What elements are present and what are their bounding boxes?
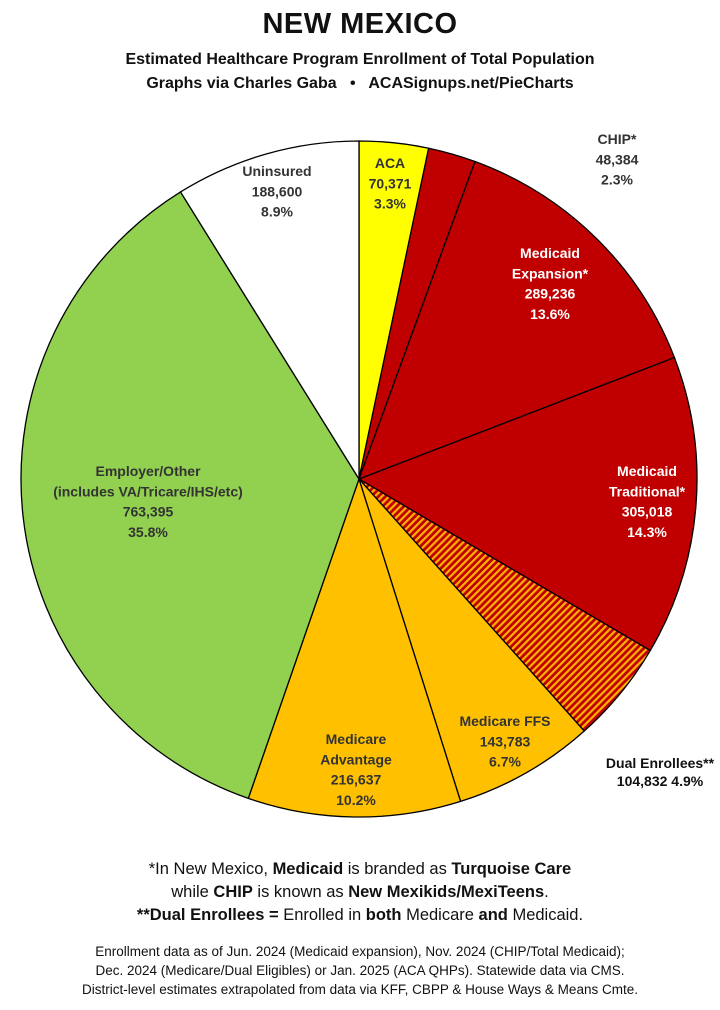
note-bold: both: [365, 906, 402, 924]
note-text: .: [544, 883, 549, 901]
slice-label-line: Uninsured: [242, 163, 311, 179]
note-bold: and: [478, 906, 508, 924]
slice-label-line: Expansion*: [512, 265, 589, 281]
pie-slices: [20, 140, 698, 818]
note-text: while: [171, 883, 214, 901]
slice-label-line: 70,371: [369, 175, 412, 191]
slice-label-line: 13.6%: [530, 306, 570, 322]
slice-label-line: 3.3%: [374, 196, 406, 212]
note-text: Medicaid.: [507, 906, 584, 924]
chart-subtitle: Estimated Healthcare Program Enrollment …: [125, 51, 595, 68]
pie-slice-medicare-advantage: [247, 476, 462, 818]
slice-label-line: Medicaid: [617, 463, 677, 479]
note-bold: Medicaid: [272, 860, 344, 878]
slice-label-line: 8.9%: [261, 204, 293, 220]
credit-url: ACASignups.net/PieCharts: [368, 75, 574, 92]
slice-label-line: Advantage: [320, 751, 392, 767]
slice-label-line: 763,395: [123, 504, 174, 520]
pie-slice-medicaid-traditional: [357, 356, 698, 652]
slice-label-line: 104,832 4.9%: [617, 773, 704, 789]
slice-label-uninsured: Uninsured 188,600 8.9%: [242, 163, 311, 220]
footnote-dual: **Dual Enrollees = Enrolled in both Medi…: [0, 904, 720, 927]
slice-label-aca: ACA 70,371 3.3%: [369, 155, 412, 212]
slice-label-line: 10.2%: [336, 792, 376, 808]
slice-label-line: Medicare: [326, 731, 387, 747]
slice-label-line: 289,236: [525, 286, 576, 302]
footnotes: *In New Mexico, Medicaid is branded as T…: [0, 858, 720, 927]
note-bold: New Mexikids/MexiTeens: [348, 883, 545, 901]
slice-label-line: 143,783: [480, 733, 531, 749]
slice-label-medicare-advantage: Medicare Advantage 216,637 10.2%: [320, 731, 392, 808]
pie-slice-medicare-ffs: [358, 478, 586, 803]
slice-label-medicaid-traditional: Medicaid Traditional* 305,018 14.3%: [609, 463, 686, 540]
slice-label-line: Dual Enrollees**: [606, 755, 715, 771]
footnote-chip: while CHIP is known as New Mexikids/Mexi…: [0, 881, 720, 904]
credit-separator: •: [349, 75, 356, 92]
note-text: is branded as: [343, 860, 452, 878]
slice-label-line: 216,637: [331, 772, 382, 788]
note-text: *In New Mexico,: [148, 860, 273, 878]
source-notes: Enrollment data as of Jun. 2024 (Medicai…: [0, 942, 720, 999]
pie-slice-uninsured: [179, 140, 360, 482]
slice-label-line: Traditional*: [609, 483, 686, 499]
slice-label-line: CHIP*: [598, 131, 637, 147]
footnote-medicaid: *In New Mexico, Medicaid is branded as T…: [0, 858, 720, 881]
slice-label-line: (includes VA/Tricare/IHS/etc): [53, 483, 243, 499]
slice-label-chip: CHIP* 48,384 2.3%: [596, 131, 639, 188]
pie-chart: ACA 70,371 3.3% CHIP* 48,384 2.3% Medicaid Expa…: [20, 131, 715, 818]
note-text: is known as: [252, 883, 349, 901]
slice-label-line: Medicaid: [520, 245, 580, 261]
slice-label-line: 305,018: [622, 504, 673, 520]
slice-label-employer-other-includes-va-tricare-ihs-etc: Employer/Other (includes VA/Tricare/IHS/e…: [53, 463, 243, 540]
source-line: Dec. 2024 (Medicare/Dual Eligibles) or J…: [95, 963, 625, 978]
slice-label-line: ACA: [375, 155, 405, 171]
slice-label-dual-enrollees: Dual Enrollees** 104,832 4.9%: [606, 755, 715, 789]
credit-author: Graphs via Charles Gaba: [146, 75, 337, 92]
slice-label-line: 48,384: [596, 151, 639, 167]
source-line: Enrollment data as of Jun. 2024 (Medicai…: [95, 944, 625, 959]
slice-label-line: 35.8%: [128, 524, 168, 540]
pie-labels: ACA 70,371 3.3% CHIP* 48,384 2.3% Medicaid Expa…: [53, 131, 714, 808]
slice-label-line: Employer/Other: [95, 463, 201, 479]
slice-label-line: Medicare FFS: [459, 713, 550, 729]
slice-label-medicare-ffs: Medicare FFS 143,783 6.7%: [459, 713, 550, 770]
slice-label-medicaid-expansion: Medicaid Expansion* 289,236 13.6%: [512, 245, 589, 322]
note-text: Enrolled in: [278, 906, 366, 924]
note-text: Medicare: [401, 906, 479, 924]
note-bold: CHIP: [213, 883, 253, 901]
slice-label-line: 6.7%: [489, 754, 521, 770]
slice-label-line: 188,600: [252, 183, 303, 199]
pie-slice-medicaid-expansion: [357, 160, 676, 481]
chart-credit: Graphs via Charles Gaba • ACASignups.net…: [0, 75, 720, 93]
chart-title: NEW MEXICO: [262, 8, 458, 40]
slice-label-line: 14.3%: [627, 524, 667, 540]
source-line: District-level estimates extrapolated fr…: [82, 982, 638, 997]
note-bold: Turquoise Care: [451, 860, 572, 878]
slice-label-line: 2.3%: [601, 172, 633, 188]
note-bold: **Dual Enrollees =: [136, 906, 279, 924]
